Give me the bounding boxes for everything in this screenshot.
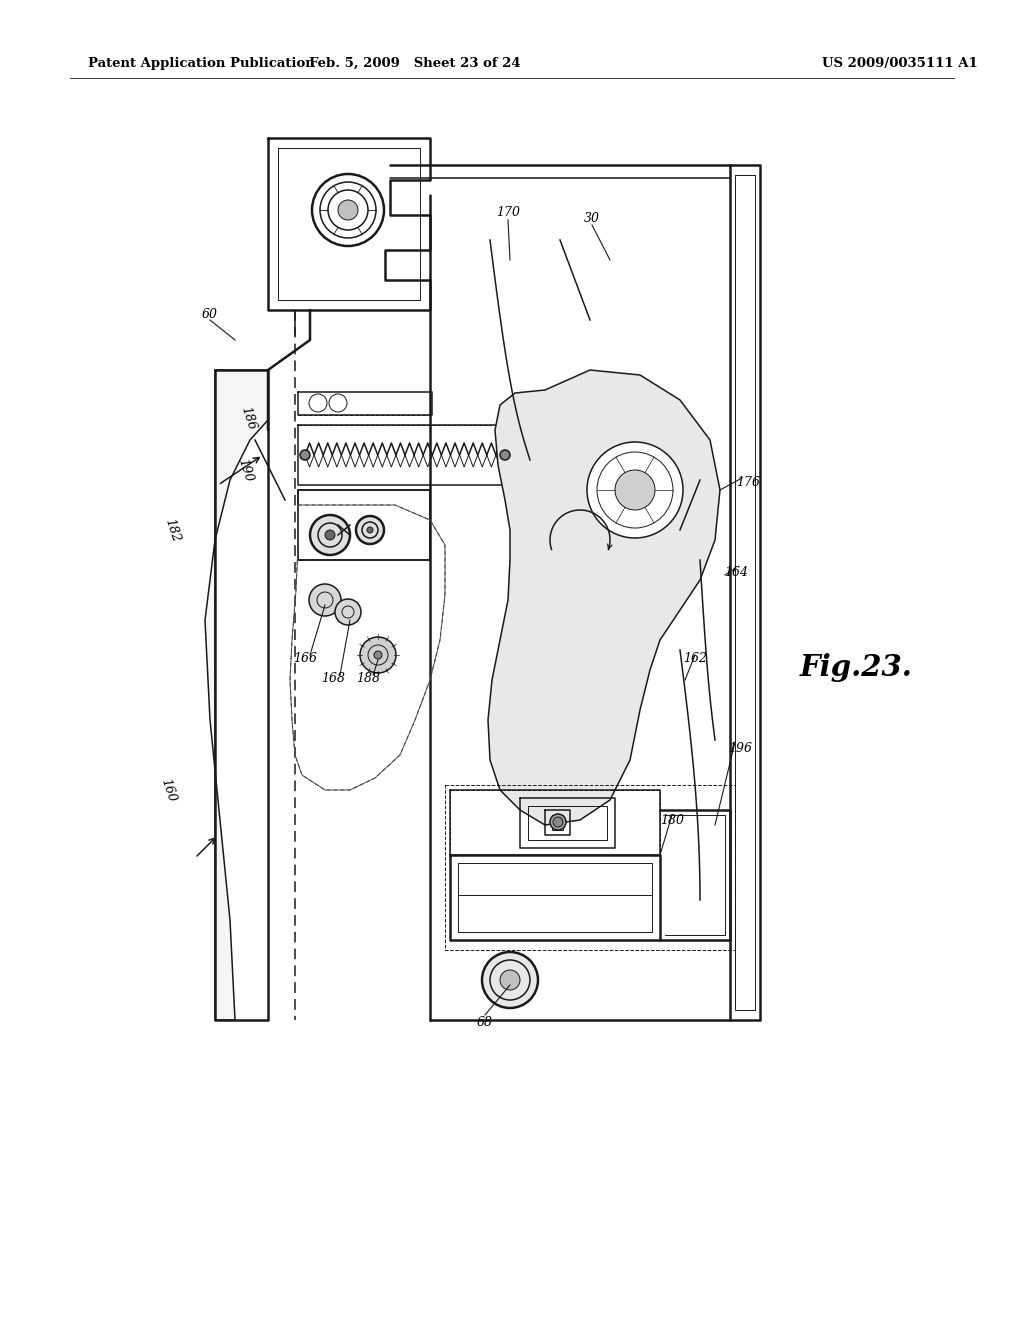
Polygon shape bbox=[488, 370, 720, 825]
Circle shape bbox=[310, 515, 350, 554]
Circle shape bbox=[500, 450, 510, 459]
Circle shape bbox=[335, 599, 361, 624]
Text: 196: 196 bbox=[728, 742, 752, 755]
Circle shape bbox=[329, 393, 347, 412]
Text: 160: 160 bbox=[158, 776, 178, 804]
Circle shape bbox=[587, 442, 683, 539]
Circle shape bbox=[325, 531, 335, 540]
Circle shape bbox=[300, 450, 310, 459]
Text: 170: 170 bbox=[496, 206, 520, 219]
Text: 176: 176 bbox=[736, 475, 760, 488]
Polygon shape bbox=[205, 370, 268, 1020]
Text: 30: 30 bbox=[584, 211, 600, 224]
Circle shape bbox=[309, 583, 341, 616]
Text: 60: 60 bbox=[202, 309, 218, 322]
Text: 162: 162 bbox=[683, 652, 707, 664]
Circle shape bbox=[309, 393, 327, 412]
Circle shape bbox=[615, 470, 655, 510]
Text: 182: 182 bbox=[162, 516, 182, 544]
Text: Patent Application Publication: Patent Application Publication bbox=[88, 57, 314, 70]
Text: 168: 168 bbox=[321, 672, 345, 685]
Circle shape bbox=[338, 201, 358, 220]
Text: Fig.23.: Fig.23. bbox=[800, 653, 912, 682]
Text: 190: 190 bbox=[236, 457, 255, 483]
Text: 188: 188 bbox=[356, 672, 380, 685]
Text: 180: 180 bbox=[660, 813, 684, 826]
Circle shape bbox=[550, 814, 566, 830]
Circle shape bbox=[356, 516, 384, 544]
Text: Feb. 5, 2009   Sheet 23 of 24: Feb. 5, 2009 Sheet 23 of 24 bbox=[309, 57, 521, 70]
Circle shape bbox=[367, 527, 373, 533]
Circle shape bbox=[553, 817, 563, 828]
Text: 68: 68 bbox=[477, 1015, 493, 1028]
Text: 186: 186 bbox=[239, 404, 258, 432]
Text: 166: 166 bbox=[293, 652, 317, 664]
Circle shape bbox=[374, 651, 382, 659]
Circle shape bbox=[360, 638, 396, 673]
Circle shape bbox=[482, 952, 538, 1008]
Text: 164: 164 bbox=[724, 565, 748, 578]
Circle shape bbox=[500, 970, 520, 990]
Text: US 2009/0035111 A1: US 2009/0035111 A1 bbox=[822, 57, 978, 70]
